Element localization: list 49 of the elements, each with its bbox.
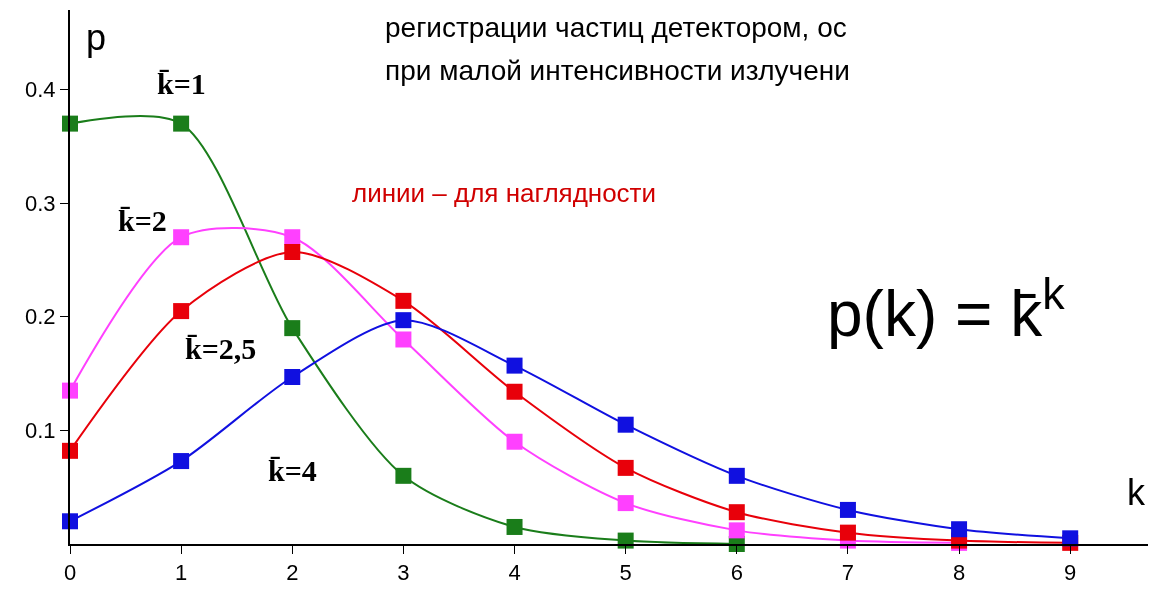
- point: [728, 504, 745, 521]
- point: [395, 331, 412, 348]
- point: [506, 357, 523, 374]
- x-tick-label: 9: [1064, 560, 1077, 586]
- point: [284, 368, 301, 385]
- point: [395, 312, 412, 329]
- series-label: k̄=2: [118, 204, 167, 237]
- point: [728, 467, 745, 484]
- point: [617, 459, 634, 476]
- annotation: p(k) = k̄$^{k}$: [827, 268, 1066, 350]
- point: [951, 521, 968, 538]
- point: [173, 115, 190, 132]
- x-tick-label: 4: [508, 560, 521, 586]
- point: [617, 416, 634, 433]
- annotation: линии – для наглядности: [352, 178, 657, 208]
- y-tick-label: 0.3: [25, 190, 56, 216]
- x-tick-label: 3: [397, 560, 410, 586]
- point: [506, 518, 523, 535]
- x-tick-label: 6: [730, 560, 743, 586]
- point: [284, 229, 301, 246]
- x-tick-label: 0: [63, 560, 77, 586]
- point: [839, 524, 856, 541]
- y-tick-label: 0.4: [25, 77, 56, 103]
- point: [173, 303, 190, 320]
- annotation: при малой интенсивности излучени: [385, 55, 850, 86]
- point: [173, 229, 190, 246]
- y-tick-label: 0.1: [25, 418, 56, 444]
- y-axis-title: p: [86, 17, 107, 58]
- point: [839, 501, 856, 518]
- x-tick-label: 2: [286, 560, 299, 586]
- point: [617, 495, 634, 512]
- x-tick-label: 1: [175, 560, 188, 586]
- series-label: k̄=2,5: [185, 332, 257, 365]
- series-label: k̄=1: [157, 67, 206, 100]
- point: [506, 383, 523, 400]
- point: [728, 522, 745, 539]
- point: [284, 244, 301, 260]
- y-tick-label: 0.2: [25, 304, 56, 330]
- x-axis-title: k: [1127, 472, 1146, 513]
- x-tick-label: 7: [841, 560, 855, 586]
- point: [395, 467, 412, 484]
- point: [284, 320, 301, 337]
- annotation: регистрации частиц детектором, ос: [385, 12, 847, 43]
- point: [173, 453, 190, 470]
- series-label: k̄=4: [268, 454, 317, 487]
- point: [395, 292, 412, 309]
- x-tick-label: 8: [952, 560, 966, 586]
- point: [506, 433, 523, 450]
- x-tick-label: 5: [619, 560, 632, 586]
